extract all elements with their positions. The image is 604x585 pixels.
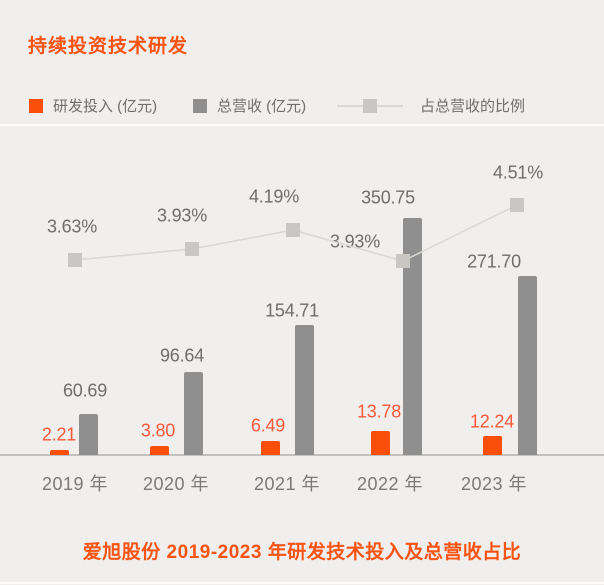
legend-item-rd-investment: 研发投入 (亿元) — [29, 95, 157, 116]
x-axis-label-2020: 2020 年 — [142, 474, 210, 494]
x-axis-label-2019: 2019 年 — [41, 474, 109, 494]
bar-revenue-2022 — [403, 218, 422, 455]
line-marker-swatch-icon — [337, 98, 403, 113]
legend-item-total-revenue: 总营收 (亿元) — [193, 95, 306, 116]
legend-divider — [0, 124, 604, 126]
rd-value-label-2022: 13.78 — [356, 401, 402, 422]
ratio-label-2020: 3.93% — [156, 205, 208, 226]
bar-rd-2023 — [483, 436, 502, 455]
ratio-marker-2020 — [185, 242, 199, 256]
legend-item-revenue-ratio: 占总营收的比例 — [337, 95, 525, 116]
rd-value-label-2019: 2.21 — [41, 424, 77, 445]
bar-revenue-2020 — [184, 372, 203, 455]
bar-rd-2021 — [261, 441, 280, 455]
ratio-marker-2023 — [510, 198, 524, 212]
bar-rd-2020 — [150, 446, 169, 455]
bar-rd-2019 — [50, 450, 69, 455]
legend-label-revenue-ratio: 占总营收的比例 — [420, 98, 526, 115]
revenue-value-label-2022: 350.75 — [361, 187, 415, 208]
x-axis-label-2023: 2023 年 — [460, 474, 528, 494]
revenue-value-label-2021: 154.71 — [265, 300, 319, 321]
ratio-label-2023: 4.51% — [492, 162, 544, 183]
legend-label-rd-investment: 研发投入 (亿元) — [53, 98, 158, 115]
revenue-value-label-2020: 96.64 — [159, 345, 205, 366]
rd-value-label-2020: 3.80 — [140, 420, 176, 441]
total-revenue-swatch-icon — [193, 98, 207, 113]
ratio-label-2021: 4.19% — [248, 186, 300, 207]
x-axis-line — [0, 454, 604, 456]
ratio-marker-2022 — [396, 254, 410, 268]
ratio-label-2022: 3.93% — [329, 231, 381, 252]
revenue-value-label-2023: 271.70 — [467, 251, 521, 272]
legend-label-total-revenue: 总营收 (亿元) — [217, 98, 307, 115]
x-axis-label-2021: 2021 年 — [253, 474, 321, 494]
ratio-marker-2019 — [68, 253, 82, 267]
rd-value-label-2021: 6.49 — [250, 415, 286, 436]
rd-value-label-2023: 12.24 — [469, 411, 515, 432]
revenue-value-label-2019: 60.69 — [62, 380, 108, 401]
bar-revenue-2021 — [295, 325, 314, 455]
ratio-label-2019: 3.63% — [46, 216, 98, 237]
bar-revenue-2023 — [518, 276, 537, 455]
bottom-divider — [0, 582, 604, 584]
chart-title: 持续投资技术研发 — [28, 36, 189, 57]
rd-investment-swatch-icon — [29, 98, 43, 113]
chart-legend: 研发投入 (亿元) 总营收 (亿元) 占总营收的比例 — [0, 95, 604, 116]
x-axis-label-2022: 2022 年 — [356, 474, 424, 494]
bar-rd-2022 — [371, 431, 390, 455]
chart-caption: 爱旭股份 2019-2023 年研发技术投入及总营收占比 — [82, 542, 522, 563]
bar-revenue-2019 — [79, 414, 98, 455]
ratio-marker-2021 — [286, 223, 300, 237]
